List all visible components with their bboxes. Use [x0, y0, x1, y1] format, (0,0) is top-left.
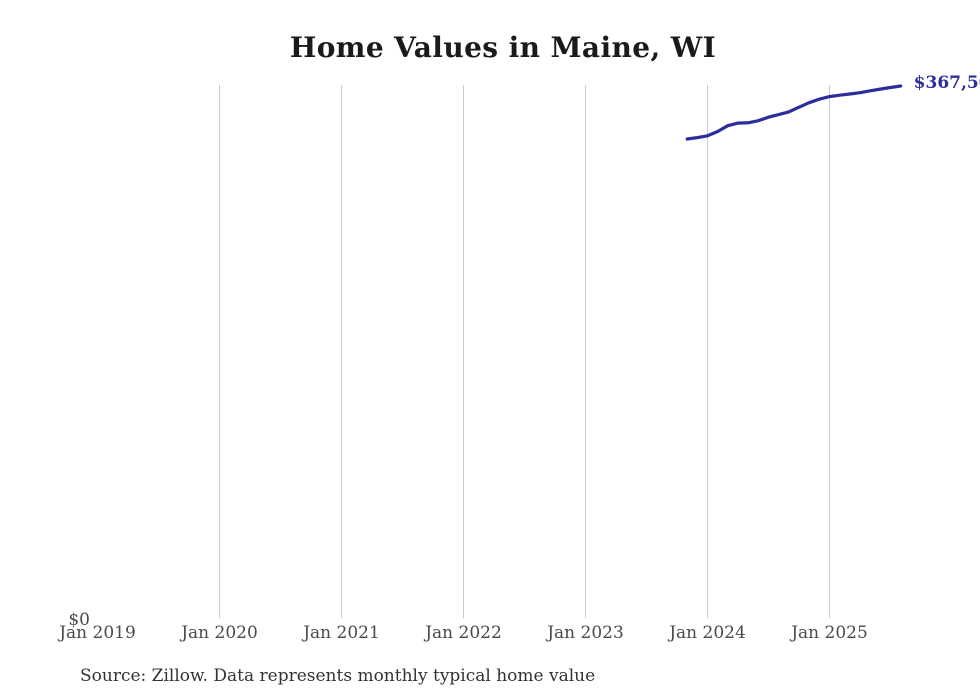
x-tick-label: Jan 2019: [59, 623, 136, 643]
x-tick-label: Jan 2020: [181, 623, 258, 643]
x-tick-label: Jan 2025: [791, 623, 868, 643]
x-tick-label: Jan 2024: [669, 623, 746, 643]
x-tick-label: Jan 2022: [425, 623, 502, 643]
latest-value-label: $367,500: [913, 73, 980, 93]
value-line: [685, 84, 903, 141]
source-note: Source: Zillow. Data represents monthly …: [80, 666, 596, 686]
y-tick-label-zero: $0: [68, 610, 90, 630]
x-tick-label: Jan 2021: [303, 623, 380, 643]
x-tick-label: Jan 2023: [547, 623, 624, 643]
chart-title: Home Values in Maine, WI: [289, 31, 717, 64]
